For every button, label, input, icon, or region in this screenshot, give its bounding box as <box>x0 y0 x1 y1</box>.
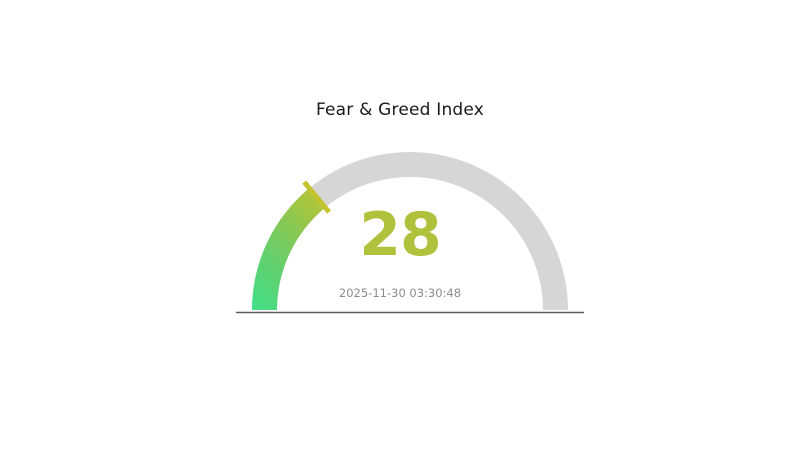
gauge-timestamp: 2025-11-30 03:30:48 <box>338 286 462 300</box>
gauge-threshold-marker <box>302 180 331 214</box>
gauge-title: Fear & Greed Index <box>315 100 485 120</box>
gauge-value-number: 28 <box>359 200 442 270</box>
gauge-value-arc <box>252 188 326 310</box>
gauge-track <box>252 152 568 310</box>
